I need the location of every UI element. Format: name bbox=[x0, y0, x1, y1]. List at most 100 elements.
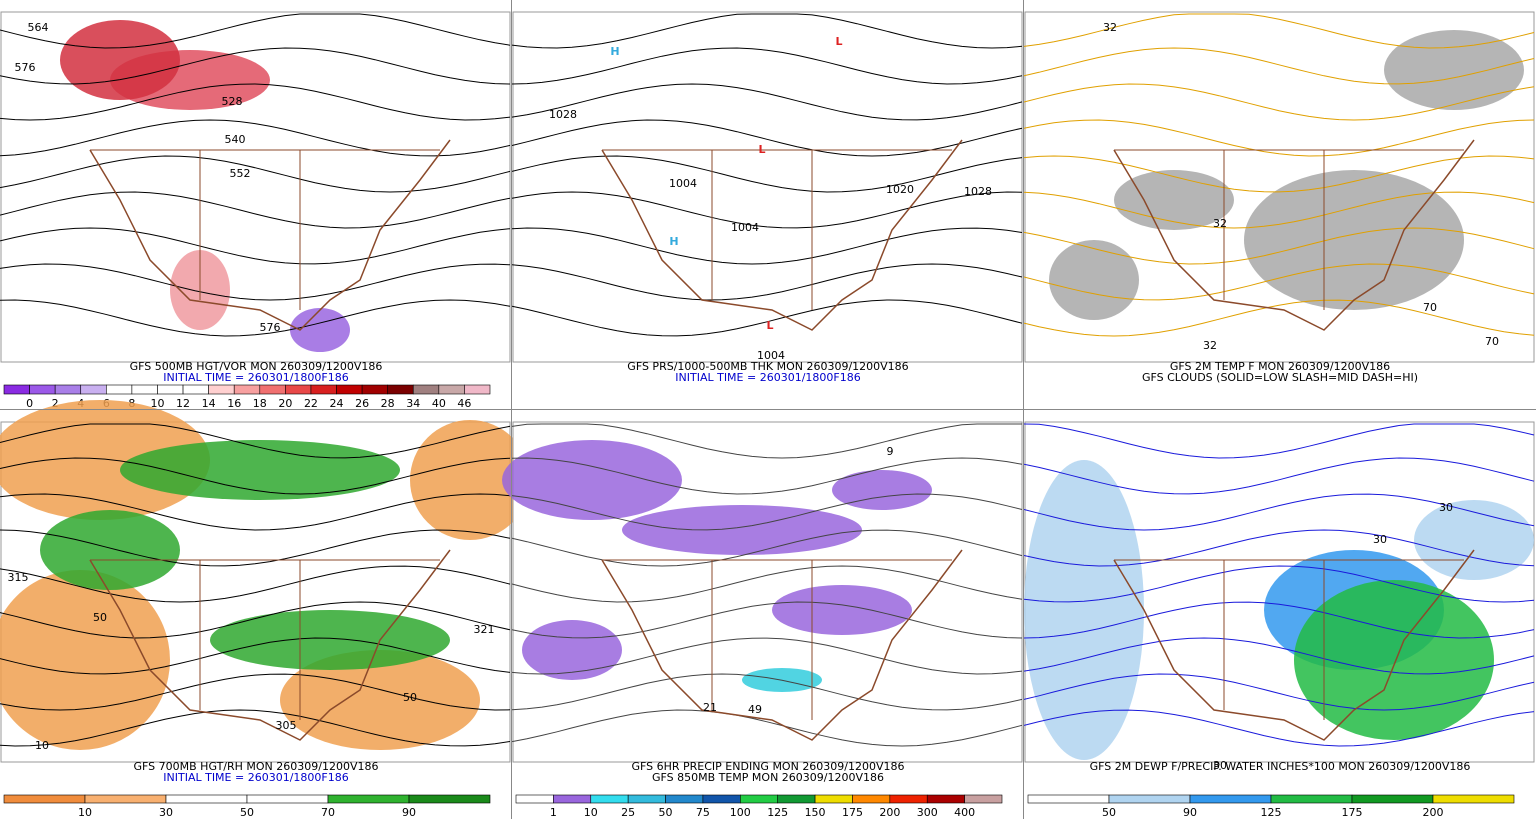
colorbar-swatch bbox=[553, 794, 592, 804]
colorbar-swatch bbox=[590, 794, 629, 804]
caption: INITIAL TIME = 260301/1800F186 bbox=[163, 371, 348, 384]
contour-label: 1020 bbox=[886, 183, 914, 196]
colorbar-label: 90 bbox=[1183, 806, 1197, 819]
colorbar-label: 300 bbox=[917, 806, 938, 819]
caption: GFS 850MB TEMP MON 260309/1200V186 bbox=[652, 771, 884, 784]
colorbar-swatch bbox=[740, 794, 778, 804]
colorbar-label: 125 bbox=[1261, 806, 1282, 819]
colorbar-label: 30 bbox=[159, 806, 173, 819]
contour-line bbox=[511, 493, 1023, 531]
contour-line bbox=[511, 119, 1023, 157]
shaded-area bbox=[1024, 460, 1144, 760]
colorbar-swatch bbox=[702, 794, 741, 804]
colorbar-swatch bbox=[515, 794, 554, 804]
colorbar-label: 34 bbox=[406, 397, 420, 410]
colorbar-label: 10 bbox=[78, 806, 92, 819]
colorbar-label: 16 bbox=[227, 397, 241, 410]
contour-line bbox=[0, 191, 511, 229]
contour-label: 540 bbox=[225, 133, 246, 146]
contour-line bbox=[1023, 493, 1535, 531]
contour-line bbox=[511, 47, 1023, 85]
colorbar-swatch bbox=[106, 384, 133, 395]
contour-line bbox=[0, 529, 511, 567]
colorbar-swatch bbox=[3, 384, 30, 395]
contour-line bbox=[511, 637, 1023, 675]
shaded-area bbox=[832, 470, 932, 510]
contour-line bbox=[511, 155, 1023, 193]
panel: 32 32 32 70 70 GFS 2M TEMP F MON 260309/1200V… bbox=[1023, 11, 1535, 384]
colorbar-label: 2 bbox=[52, 397, 59, 410]
contour-line bbox=[1023, 673, 1535, 711]
colorbar-swatch bbox=[54, 384, 82, 395]
colorbar-label: 50 bbox=[659, 806, 673, 819]
shaded-area bbox=[1384, 30, 1524, 110]
border-line bbox=[602, 149, 952, 310]
colorbar-label: 100 bbox=[730, 806, 751, 819]
contour-line bbox=[0, 709, 511, 747]
shaded-area bbox=[120, 440, 400, 500]
contour-line bbox=[0, 493, 511, 531]
colorbar-label: 175 bbox=[842, 806, 863, 819]
colorbar-swatch bbox=[852, 794, 891, 804]
contour-line bbox=[1023, 423, 1535, 459]
contour-label: H bbox=[610, 45, 619, 58]
colorbar-label: 22 bbox=[304, 397, 318, 410]
shaded-area bbox=[1294, 580, 1494, 740]
colorbar-label: 25 bbox=[621, 806, 635, 819]
contour-label: 315 bbox=[8, 571, 29, 584]
shaded-area bbox=[60, 20, 180, 100]
colorbar-label: 90 bbox=[402, 806, 416, 819]
colorbar-swatch bbox=[814, 794, 853, 804]
contour-line bbox=[511, 709, 1023, 747]
colorbar-label: 10 bbox=[150, 397, 164, 410]
contour-label: 1004 bbox=[731, 221, 759, 234]
contour-line bbox=[511, 299, 1023, 337]
contour-line bbox=[0, 457, 511, 495]
contour-label: 1004 bbox=[757, 349, 785, 362]
border-line bbox=[1114, 149, 1464, 310]
colorbar-swatch bbox=[259, 384, 286, 395]
contour-label: 32 bbox=[1203, 339, 1217, 352]
colorbar-swatch bbox=[926, 794, 965, 804]
contour-line bbox=[1023, 457, 1535, 495]
contour-line bbox=[511, 457, 1023, 495]
shaded-area bbox=[40, 510, 180, 590]
colorbar-label: 200 bbox=[879, 806, 900, 819]
colorbar-label: 50 bbox=[1102, 806, 1116, 819]
colorbar-label: 200 bbox=[1423, 806, 1444, 819]
coastline bbox=[1113, 139, 1475, 331]
caption: GFS 500MB HGT/VOR MON 260309/1200V186 bbox=[130, 360, 383, 373]
contour-line bbox=[511, 565, 1023, 603]
coastline bbox=[1113, 549, 1475, 741]
contour-label: 32 bbox=[1213, 217, 1227, 230]
colorbar-swatch bbox=[408, 794, 491, 804]
contour-line bbox=[511, 601, 1023, 639]
border-line bbox=[90, 149, 440, 310]
colorbar-swatch bbox=[327, 794, 410, 804]
colorbar-label: 1 bbox=[550, 806, 557, 819]
contour-line bbox=[0, 119, 511, 157]
shaded-area bbox=[502, 440, 682, 520]
contour-line bbox=[511, 263, 1023, 301]
colorbar-swatch bbox=[387, 384, 414, 395]
contour-line bbox=[0, 565, 511, 603]
contour-line bbox=[511, 529, 1023, 567]
contour-line bbox=[1023, 565, 1535, 603]
contour-line bbox=[1023, 263, 1535, 301]
caption: GFS CLOUDS (SOLID=LOW SLASH=MID DASH=HI) bbox=[1142, 371, 1418, 384]
caption: INITIAL TIME = 260301/1800F186 bbox=[675, 371, 860, 384]
colorbar-label: 28 bbox=[381, 397, 395, 410]
colorbar-label: 0 bbox=[26, 397, 33, 410]
caption: INITIAL TIME = 260301/1800F186 bbox=[163, 771, 348, 784]
colorbar-swatch bbox=[1108, 794, 1191, 804]
contour-label: 10 bbox=[35, 739, 49, 752]
colorbar-label: 24 bbox=[330, 397, 344, 410]
colorbar-swatch bbox=[964, 794, 1003, 804]
colorbar-swatch bbox=[246, 794, 329, 804]
shaded-area bbox=[210, 610, 450, 670]
contour-line bbox=[0, 13, 511, 49]
colorbar-swatch bbox=[1189, 794, 1272, 804]
contour-line bbox=[0, 673, 511, 711]
